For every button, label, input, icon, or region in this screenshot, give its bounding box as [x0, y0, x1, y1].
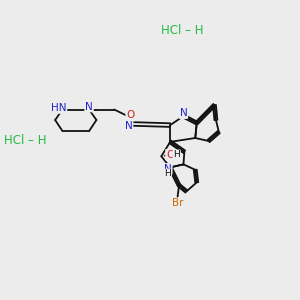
Text: H: H — [173, 150, 180, 159]
Text: HCl – H: HCl – H — [4, 134, 47, 148]
Text: N: N — [125, 121, 133, 131]
Text: N: N — [180, 108, 187, 118]
Text: O: O — [166, 150, 174, 160]
Text: HN: HN — [51, 103, 66, 113]
Text: N: N — [85, 101, 93, 112]
Text: HCl – H: HCl – H — [161, 23, 203, 37]
Text: H: H — [164, 169, 171, 178]
Text: Br: Br — [172, 198, 183, 208]
Text: O: O — [126, 110, 134, 121]
Text: N: N — [164, 164, 172, 174]
